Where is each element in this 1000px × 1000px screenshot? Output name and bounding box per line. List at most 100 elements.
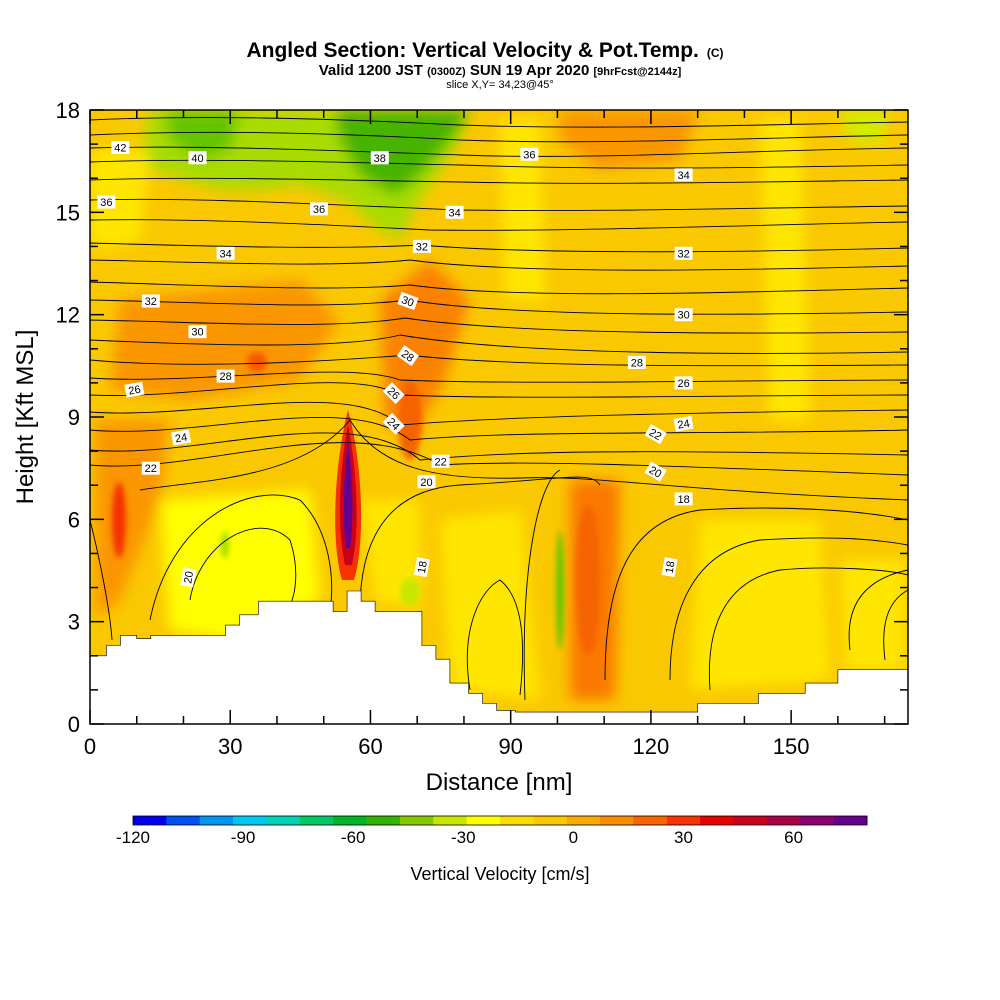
y-tick-label: 12 (56, 303, 80, 328)
contour-label: 28 (396, 345, 420, 367)
contour-label: 38 (370, 151, 389, 165)
weak-region (760, 120, 810, 420)
contour-label-bg (111, 141, 130, 154)
colorbar-swatch (433, 816, 468, 825)
chart-title: Angled Section: Vertical Velocity & Pot.… (246, 39, 723, 62)
contour-label: 30 (188, 325, 207, 339)
contour-label: 30 (674, 308, 693, 322)
downdraft-core (221, 531, 229, 559)
colorbar-swatch (800, 816, 835, 825)
weak-region (90, 150, 150, 250)
contour-label: 32 (674, 246, 693, 260)
contour-label-bg (141, 294, 160, 308)
contour-label: 28 (216, 369, 235, 383)
theta-contour (90, 299, 908, 315)
weak-region (840, 560, 905, 670)
theta-contour (90, 401, 908, 426)
theta-contour (90, 334, 908, 354)
updraft-band (110, 280, 340, 400)
updraft-plume-inner (343, 440, 353, 548)
contour-label-bg (417, 475, 436, 489)
contour-label-bg (627, 355, 646, 369)
contour-label: 24 (171, 429, 192, 446)
colorbar-swatch (666, 816, 701, 825)
weak-region (690, 520, 830, 690)
contour-label-text: 34 (219, 248, 231, 260)
velocity-cores (112, 352, 600, 655)
colorbar-swatch (833, 816, 868, 825)
contour-label: 24 (673, 415, 694, 432)
contour-label-text: 18 (664, 560, 678, 574)
contour-label: 22 (431, 454, 450, 468)
contour-label: 20 (180, 567, 197, 588)
colorbar-frame (132, 815, 868, 826)
contour-label-bg (180, 567, 197, 588)
x-tick-label: 30 (218, 734, 242, 759)
contour-label-text: 32 (416, 241, 428, 253)
theta-contour (708, 567, 908, 691)
theta-contour (90, 117, 908, 128)
axis-ticks (89, 109, 908, 725)
theta-contour (90, 177, 908, 184)
contour-label: 36 (310, 202, 328, 216)
contour-label-bg (431, 454, 450, 468)
colorbar-labels: -120 -90 -60 -30 0 30 60 (116, 828, 803, 847)
contour-label-text: 26 (127, 384, 141, 398)
contour-label-bg (97, 195, 116, 209)
contour-label-text: 24 (174, 432, 188, 446)
contour-label: 32 (412, 239, 431, 253)
updraft-core (576, 505, 600, 655)
contour-label: 34 (216, 246, 235, 260)
contour-label-bg (520, 147, 539, 161)
theta-contour (90, 242, 908, 253)
theta-contour (466, 579, 524, 696)
colorbar-swatch (299, 816, 334, 825)
contour-label: 30 (397, 291, 419, 311)
x-tick-label: 90 (498, 734, 522, 759)
theta-contour (848, 569, 908, 651)
contour-label-bg (216, 369, 235, 383)
contour-label-bg (413, 557, 430, 578)
contour-label: 18 (661, 557, 678, 578)
contour-label: 18 (674, 492, 693, 506)
contour-label-text: 18 (677, 494, 689, 506)
colorbar-swatch (333, 816, 368, 825)
contour-labels: 42 40 38 36 34 36 36 34 34 32 32 32 30 30 30 28 28 28 26 26… (97, 141, 694, 588)
contour-label-bg (124, 381, 145, 398)
contour-label: 40 (188, 151, 207, 165)
contour-label-text: 20 (182, 570, 196, 584)
contour-label-bg (674, 246, 693, 260)
contour-label-bg (370, 151, 389, 165)
contour-label-bg (188, 325, 207, 339)
contour-label-text: 22 (434, 456, 446, 468)
y-tick-label: 9 (68, 405, 80, 430)
contour-label-text: 30 (191, 327, 203, 339)
contour-label: 22 (141, 461, 160, 475)
x-tick-label: 60 (358, 734, 382, 759)
y-tick-label: 0 (68, 712, 80, 737)
contour-label-text: 22 (647, 427, 664, 444)
theta-contour (189, 527, 297, 606)
colorbar-tick-label: 0 (569, 828, 578, 847)
colorbar-tick-label: 60 (784, 828, 803, 847)
contour-label: 20 (644, 461, 667, 482)
contour-label: 42 (111, 141, 130, 155)
theta-contour (90, 382, 908, 398)
chart-subtitle: Valid 1200 JST (0300Z) SUN 19 Apr 2020 [… (319, 62, 682, 79)
terrain (90, 590, 908, 724)
contour-label-bg (674, 492, 693, 506)
weak-region (440, 510, 540, 700)
contour-label-bg (661, 557, 678, 578)
y-tick-label: 3 (68, 610, 80, 635)
theta-contour (90, 131, 908, 143)
velocity-field (90, 110, 905, 700)
theta-contour (90, 259, 908, 271)
contour-label: 22 (644, 423, 667, 445)
colorbar-swatch (766, 816, 801, 825)
contour-label-bg (382, 382, 405, 405)
colorbar-swatch (633, 816, 668, 825)
contour-label-text: 32 (677, 248, 689, 260)
contour-label: 28 (627, 355, 646, 369)
